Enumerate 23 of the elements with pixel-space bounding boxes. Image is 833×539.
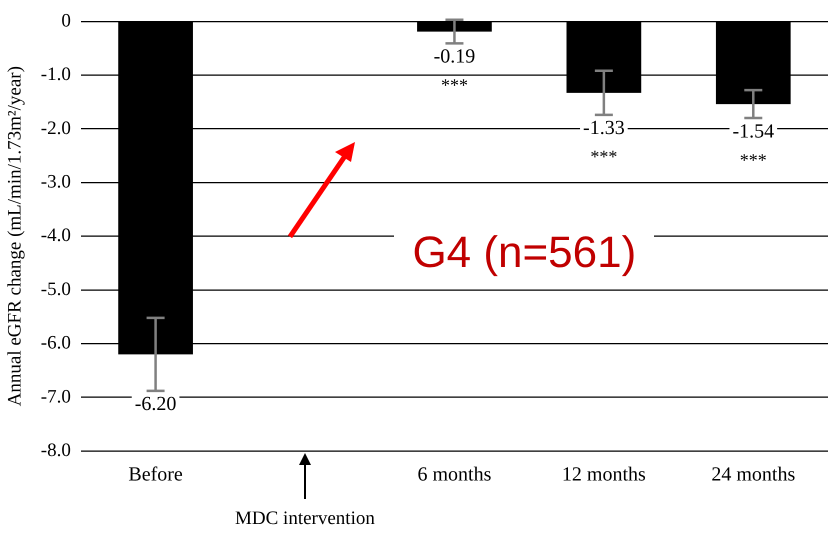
text: MDC intervention xyxy=(235,508,375,530)
y-tick-label: -2.0 xyxy=(40,118,71,139)
x-tick-label: 6 months xyxy=(417,463,492,486)
y-tick-label: -1.0 xyxy=(40,64,71,86)
data-label: -6.20 xyxy=(134,393,176,416)
y-tick-label: -7.0 xyxy=(40,386,71,408)
annotation: *** xyxy=(740,150,767,170)
y-axis-title: Annual eGFR change (mL/min/1.73m²/year) xyxy=(4,66,26,406)
annotation: *** xyxy=(440,75,468,96)
annotation: G4 (n=561) xyxy=(394,228,654,278)
data-label: -1.54 xyxy=(732,120,774,142)
y-tick-label: -3.0 xyxy=(40,171,71,192)
data-label: -1.33 xyxy=(583,117,625,140)
x-tick-label: 12 months xyxy=(562,463,646,486)
y-tick-label: 0 xyxy=(61,10,71,32)
x-tick-label: 24 months xyxy=(711,463,796,486)
y-tick-label: -6.0 xyxy=(40,332,71,354)
y-tick-label: -8.0 xyxy=(40,440,71,461)
annotation: *** xyxy=(590,146,618,167)
x-tick-label: Before xyxy=(128,463,183,486)
data-label: -0.19 xyxy=(434,46,476,68)
y-tick-label: -4.0 xyxy=(40,225,71,246)
y-tick-label: -5.0 xyxy=(40,278,71,300)
